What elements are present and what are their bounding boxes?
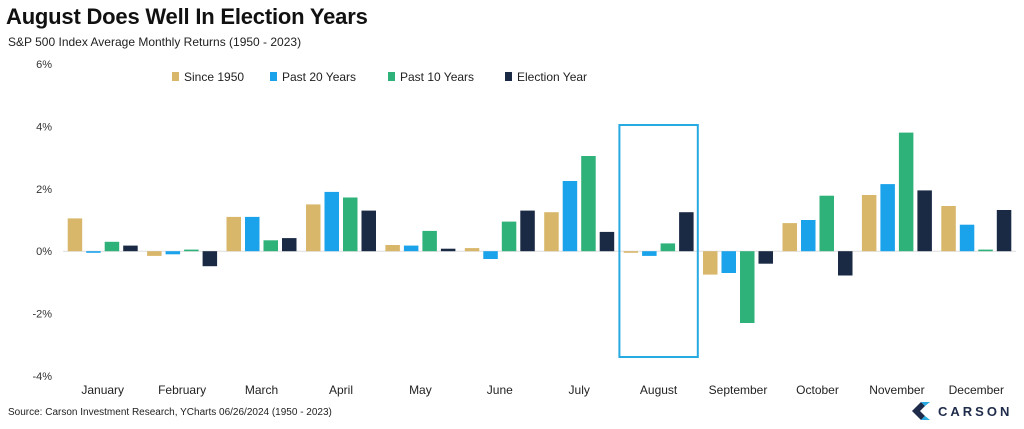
bar-past-20-years-january xyxy=(86,251,101,253)
x-tick-label: June xyxy=(487,383,513,397)
bar-since-1950-september xyxy=(703,251,718,275)
bar-past-20-years-april xyxy=(324,191,339,252)
bar-election-year-january xyxy=(123,245,138,252)
bar-past-20-years-september xyxy=(721,251,736,273)
bar-past-10-years-september xyxy=(740,251,755,323)
bar-election-year-april xyxy=(361,210,376,252)
y-tick-label: -2% xyxy=(32,309,52,321)
x-tick-label: January xyxy=(81,383,124,397)
august-highlight-box xyxy=(618,124,699,358)
bar-past-10-years-december xyxy=(978,249,993,252)
x-tick-label: March xyxy=(245,383,278,397)
x-tick-label: November xyxy=(869,383,924,397)
bar-election-year-november xyxy=(917,190,932,252)
x-tick-label: August xyxy=(640,383,678,397)
source-note: Source: Carson Investment Research, YCha… xyxy=(8,407,332,418)
y-tick-label: 0% xyxy=(36,246,52,258)
bar-past-10-years-october xyxy=(819,195,834,252)
carson-logo: CARSON xyxy=(910,400,1012,422)
bar-past-10-years-january xyxy=(104,241,120,252)
legend-label: Past 20 Years xyxy=(282,70,356,84)
y-tick-label: -4% xyxy=(32,371,52,383)
bar-past-20-years-march xyxy=(245,216,260,252)
bar-past-10-years-april xyxy=(343,197,358,252)
legend-label: Since 1950 xyxy=(184,70,244,84)
legend-swatch xyxy=(388,72,395,81)
bar-election-year-september xyxy=(758,251,773,264)
bar-since-1950-november xyxy=(861,195,877,252)
bar-election-year-july xyxy=(599,231,615,252)
bar-past-10-years-june xyxy=(501,221,517,252)
x-tick-label: October xyxy=(796,383,839,397)
bar-past-20-years-july xyxy=(562,181,578,252)
bar-since-1950-october xyxy=(782,223,797,252)
bar-election-year-june xyxy=(520,210,535,252)
bar-past-10-years-november xyxy=(898,132,914,252)
x-tick-label: May xyxy=(409,383,432,397)
bar-past-10-years-may xyxy=(422,230,437,252)
bar-election-year-october xyxy=(838,251,853,276)
carson-logo-text: CARSON xyxy=(938,403,1013,419)
x-tick-label: April xyxy=(329,383,353,397)
bar-election-year-may xyxy=(440,248,456,252)
bar-since-1950-july xyxy=(544,212,559,252)
bar-since-1950-august xyxy=(623,251,639,253)
bar-past-20-years-october xyxy=(801,220,816,252)
highlight-box xyxy=(618,124,699,358)
bar-election-year-february xyxy=(202,251,218,267)
bar-past-20-years-november xyxy=(880,184,895,252)
x-tick-label: September xyxy=(709,383,768,397)
y-tick-label: 6% xyxy=(36,59,52,71)
bar-election-year-august xyxy=(679,212,694,252)
carson-logo-icon xyxy=(912,402,930,420)
bars xyxy=(67,132,1012,323)
bar-since-1950-february xyxy=(147,251,162,256)
legend: Since 1950 Past 20 Years Past 10 Years Elec… xyxy=(172,70,587,84)
legend-label: Past 10 Years xyxy=(400,70,474,84)
legend-label: Election Year xyxy=(517,70,587,84)
bar-past-10-years-march xyxy=(263,240,278,252)
x-tick-label: December xyxy=(949,383,1004,397)
x-tick-label: February xyxy=(158,383,206,397)
bar-since-1950-december xyxy=(941,206,956,252)
bar-election-year-march xyxy=(282,238,297,252)
bar-since-1950-june xyxy=(464,248,480,252)
x-tick-label: July xyxy=(569,383,590,397)
x-axis: January February March April May June July Augu… xyxy=(81,383,1004,397)
y-tick-label: 4% xyxy=(36,121,52,133)
legend-swatch xyxy=(270,72,277,81)
bar-past-10-years-august xyxy=(660,243,676,252)
bar-election-year-december xyxy=(996,210,1012,252)
chart-subtitle: S&P 500 Index Average Monthly Returns (1… xyxy=(8,35,302,49)
bar-past-10-years-july xyxy=(581,156,596,252)
bar-since-1950-may xyxy=(385,245,400,252)
y-axis: -4% -2% 0% 2% 4% 6% xyxy=(32,59,1016,383)
bar-since-1950-march xyxy=(226,216,241,252)
y-tick-label: 2% xyxy=(36,184,52,196)
bar-past-20-years-august xyxy=(642,251,657,256)
chart-title: August Does Well In Election Years xyxy=(6,4,368,29)
bar-past-20-years-june xyxy=(483,251,498,259)
legend-swatch xyxy=(505,72,512,81)
bar-past-10-years-february xyxy=(184,249,199,252)
bar-since-1950-january xyxy=(67,218,83,252)
bar-past-20-years-may xyxy=(403,245,419,252)
bar-since-1950-april xyxy=(306,204,321,252)
bar-past-20-years-december xyxy=(959,224,975,252)
legend-swatch xyxy=(172,72,179,81)
bar-past-20-years-february xyxy=(165,251,181,255)
